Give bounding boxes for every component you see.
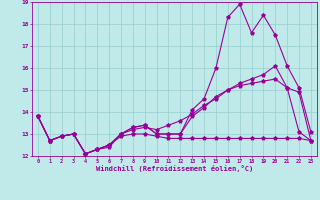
X-axis label: Windchill (Refroidissement éolien,°C): Windchill (Refroidissement éolien,°C) [96, 165, 253, 172]
